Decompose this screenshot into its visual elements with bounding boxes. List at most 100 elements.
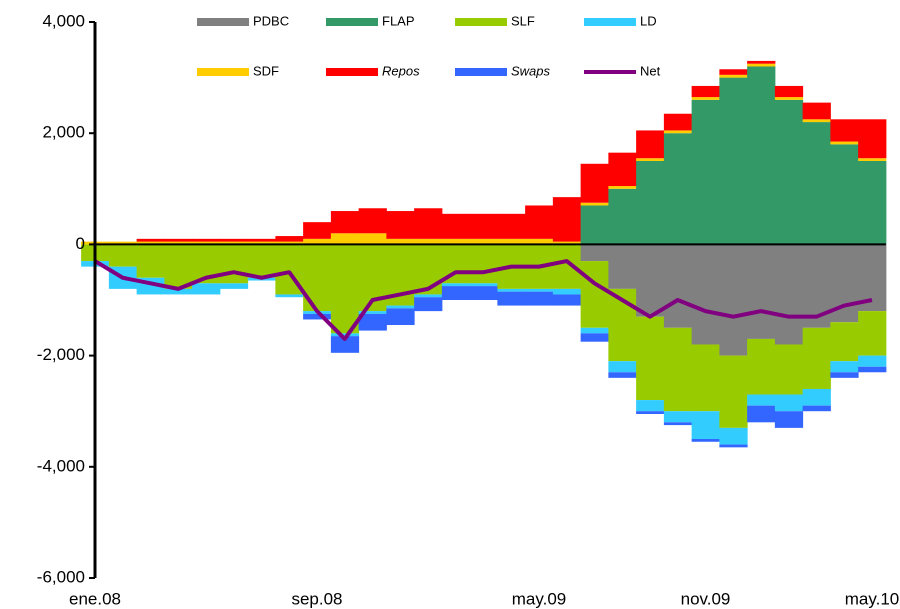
bar-segment — [247, 238, 276, 242]
bar-segment — [608, 188, 637, 245]
bar-segment — [858, 311, 887, 356]
bar-segment — [580, 244, 609, 262]
bar-segment — [747, 244, 776, 339]
bar-segment — [497, 288, 526, 292]
bar-segment — [608, 372, 637, 378]
bar-segment — [303, 313, 332, 320]
bar-segment — [802, 122, 831, 245]
bar-segment — [414, 244, 443, 295]
bar-segment — [774, 244, 804, 345]
bar-segment — [358, 311, 387, 314]
bar-segment — [663, 244, 693, 328]
bar-segment — [414, 208, 443, 239]
bar-segment — [192, 238, 221, 242]
legend-label: Swaps — [511, 63, 551, 78]
bar-segment — [219, 283, 249, 289]
bar-segment — [275, 294, 304, 298]
bar-segment — [747, 63, 776, 67]
bar-segment — [747, 405, 776, 423]
x-tick-label: sep.08 — [291, 589, 342, 608]
bar-segment — [330, 336, 360, 353]
bar-segment — [636, 411, 665, 414]
bar-segment — [330, 233, 360, 245]
bar-segment — [580, 327, 609, 334]
bar-segment — [774, 344, 804, 395]
bar-segment — [636, 161, 665, 245]
bar-segment — [303, 222, 332, 239]
bar-segment — [636, 244, 665, 317]
bar-segment — [663, 422, 693, 426]
bar-segment — [164, 238, 193, 242]
bar-segment — [386, 238, 415, 245]
bar-segment — [386, 308, 415, 326]
bar-segment — [663, 130, 693, 134]
bar-segment — [663, 327, 693, 412]
bar-segment — [358, 208, 387, 234]
bar-segment — [219, 244, 249, 284]
bar-segment — [469, 283, 498, 287]
legend-label: PDBC — [253, 13, 289, 28]
bar-segment — [830, 322, 859, 362]
bar-segment — [192, 283, 221, 295]
bar-segment — [525, 205, 554, 239]
bar-segment — [164, 288, 193, 295]
bar-segment — [580, 202, 609, 206]
x-tick-label: ene.08 — [69, 589, 121, 608]
bar-segment — [691, 439, 720, 442]
bar-segment — [303, 238, 332, 245]
bar-segment — [802, 327, 831, 389]
bar-segment — [275, 241, 304, 245]
bar-segment — [552, 241, 582, 245]
bar-segment — [108, 241, 138, 245]
bar-segment — [552, 244, 582, 289]
bar-segment — [802, 405, 831, 412]
bar-segment — [525, 288, 554, 292]
bar-segment — [441, 213, 471, 239]
bar-segment — [330, 333, 360, 337]
legend-label: SLF — [511, 13, 535, 28]
bar-segment — [414, 297, 443, 312]
bar-segment — [136, 238, 165, 242]
bar-segment — [358, 233, 387, 245]
bar-segment — [414, 238, 443, 245]
bar-segment — [774, 97, 804, 100]
y-tick-label: 2,000 — [42, 123, 85, 142]
bar-segment — [719, 74, 748, 78]
bar-segment — [747, 394, 776, 406]
bar-segment — [192, 241, 221, 245]
bar-segment — [636, 158, 665, 161]
bar-segment — [330, 244, 360, 334]
bar-segment — [858, 366, 887, 373]
bar-segment — [219, 238, 249, 242]
y-tick-label: -2,000 — [37, 345, 85, 364]
bar-segment — [830, 361, 859, 373]
bar-segment — [691, 411, 720, 439]
bar-segment — [108, 244, 138, 267]
bar-segment — [608, 244, 637, 289]
bar-segment — [580, 333, 609, 342]
bar-segment — [164, 241, 193, 245]
bar-segment — [830, 144, 859, 245]
bar-segment — [691, 244, 720, 345]
bar-segment — [441, 283, 471, 287]
bar-segment — [247, 241, 276, 245]
bar-segment — [691, 344, 720, 412]
bar-segment — [858, 161, 887, 245]
bar-segment — [525, 238, 554, 245]
bar-segment — [663, 411, 693, 423]
bar-segment — [469, 238, 498, 245]
bar-segment — [719, 244, 748, 356]
bar-segment — [719, 444, 748, 448]
bar-segment — [636, 400, 665, 412]
bar-segment — [358, 313, 387, 331]
bar-segment — [247, 244, 276, 278]
bar-segment — [858, 158, 887, 161]
y-tick-label: -6,000 — [37, 567, 85, 586]
bar-segment — [774, 85, 804, 98]
bar-segment — [719, 427, 748, 445]
bar-segment — [719, 69, 748, 75]
y-tick-label: 0 — [76, 234, 85, 253]
bar-segment — [663, 113, 693, 131]
bar-segment — [303, 244, 332, 312]
